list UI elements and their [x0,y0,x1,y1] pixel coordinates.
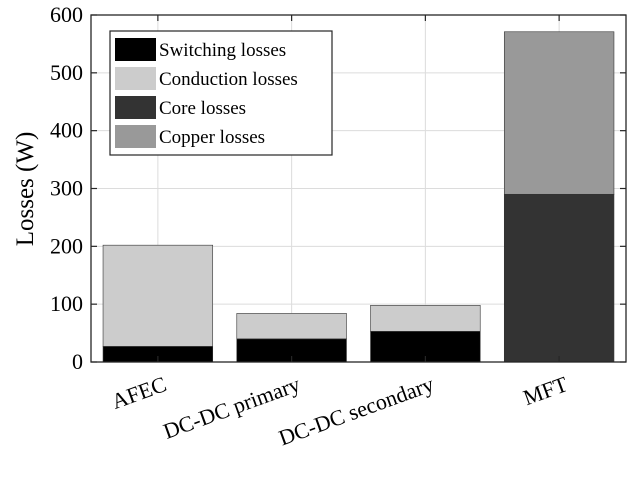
legend-swatch [115,125,156,148]
legend-swatch [115,96,156,119]
bar-segment [236,313,347,340]
legend-label: Copper losses [159,127,265,148]
legend-label: Conduction losses [159,69,298,90]
y-tick-label: 600 [50,2,83,27]
y-tick-label: 500 [50,60,83,85]
y-tick-label: 0 [72,349,83,374]
axes [90,14,627,363]
x-tick-label: DC-DC secondary [275,371,437,450]
y-tick-label: 400 [50,118,83,143]
bar-segment [370,305,481,332]
x-tick-label: MFT [520,371,572,410]
x-tick-label: AFEC [108,371,169,414]
bars [102,31,615,363]
y-tick-label: 100 [50,291,83,316]
y-axis-label: Losses (W) [12,132,39,247]
bar-segment [102,244,214,347]
y-tick-labels: 0 100 200 300 400 500 600 [50,2,83,374]
y-tick-label: 300 [50,176,83,201]
legend-swatch [115,38,156,61]
legend-label: Core losses [159,98,246,119]
bar-segment [503,193,615,363]
legend-label: Switching losses [159,40,286,61]
y-tick-label: 200 [50,233,83,258]
bar-segment [503,31,615,195]
legend-swatch [115,67,156,90]
legend: Switching losses Conduction losses Core lo… [109,30,333,156]
